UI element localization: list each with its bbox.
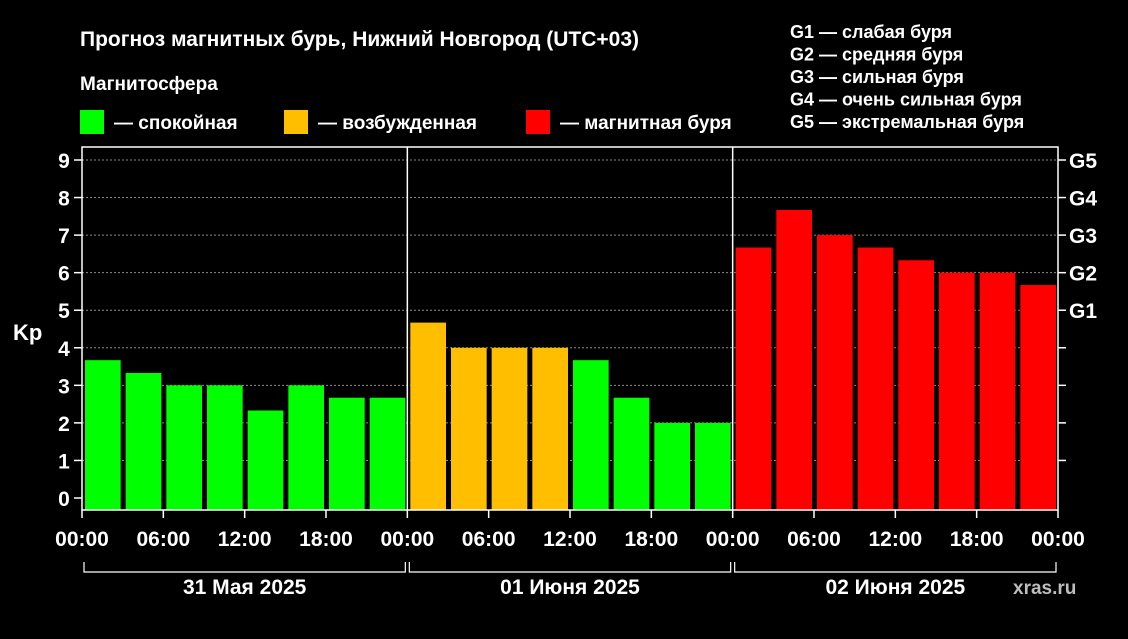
legend: — спокойная — возбужденная — магнитная бур… (80, 110, 732, 134)
axes: 0 1 2 3 4 5 6 7 8 9 G1 G2 G3 G4 G5 00:00 06:00 12:00 18:00… (55, 146, 1097, 551)
bar-7 (369, 397, 406, 510)
y-tick-label-6: 6 (58, 263, 70, 286)
x-tick-label-2: 12:00 (218, 528, 272, 551)
bar-22 (979, 272, 1016, 510)
legend-label-1: — возбужденная (318, 113, 477, 134)
x-tick-label-0: 00:00 (55, 528, 109, 551)
y-tick-label-9: 9 (58, 150, 70, 173)
bar-17 (776, 209, 812, 510)
x-tick-label-3: 18:00 (299, 528, 353, 551)
legend-label-0: — спокойная (114, 113, 238, 134)
day-label-2: 02 Июня 2025 (825, 576, 965, 599)
grid (82, 159, 1058, 461)
x-tick-label-11: 18:00 (950, 528, 1004, 551)
bar-6 (329, 397, 365, 510)
watermark: xras.ru (1013, 578, 1076, 599)
bar-8 (410, 322, 446, 510)
day-bracket-2 (734, 562, 1057, 573)
x-tick-label-7: 18:00 (624, 528, 678, 551)
y-tick-label-0: 0 (58, 488, 70, 511)
y-tick-label-4: 4 (58, 338, 70, 361)
x-tick-label-10: 12:00 (868, 528, 922, 551)
legend-swatch-2 (526, 110, 550, 134)
y-tick-label-7: 7 (58, 225, 70, 248)
g-legend-item-4: G5 — экстремальная буря (790, 112, 1024, 132)
y-tick-label-5: 5 (58, 300, 70, 323)
bar-0 (85, 360, 121, 510)
day-labels: 31 Мая 2025 01 Июня 2025 02 Июня 2025 (83, 562, 1057, 599)
g-legend-item-1: G2 — средняя буря (790, 45, 963, 65)
bar-9 (451, 347, 487, 510)
bar-5 (288, 385, 324, 510)
bar-2 (166, 385, 202, 510)
right-tick-label-2: G3 (1069, 225, 1097, 248)
bar-14 (654, 422, 690, 510)
right-tick-label-4: G5 (1069, 150, 1097, 173)
bar-12 (573, 360, 609, 510)
legend-swatch-0 (80, 110, 104, 134)
right-tick-label-0: G1 (1069, 300, 1097, 323)
bar-23 (1020, 285, 1056, 510)
y-tick-label-1: 1 (58, 450, 70, 473)
x-tick-label-9: 06:00 (787, 528, 841, 551)
bar-3 (207, 385, 243, 510)
x-tick-label-8: 00:00 (706, 528, 760, 551)
bar-15 (695, 422, 731, 510)
right-tick-label-1: G2 (1069, 263, 1097, 286)
right-tick-label-3: G4 (1069, 188, 1097, 211)
y-tick-label-3: 3 (58, 375, 70, 398)
day-bracket-0 (83, 562, 406, 573)
legend-label-2: — магнитная буря (560, 113, 732, 134)
g-legend-item-0: G1 — слабая буря (790, 22, 952, 42)
bar-10 (491, 347, 528, 510)
bar-20 (898, 260, 934, 510)
bar-18 (817, 235, 853, 510)
day-label-0: 31 Мая 2025 (183, 576, 307, 599)
x-tick-label-1: 06:00 (136, 528, 190, 551)
bars (85, 209, 1056, 510)
bar-1 (125, 372, 162, 510)
legend-title: Магнитосфера (80, 74, 218, 95)
legend-swatch-1 (284, 110, 308, 134)
y-axis-label: Kp (13, 320, 42, 345)
x-tick-label-12: 00:00 (1031, 528, 1085, 551)
x-tick-label-5: 06:00 (462, 528, 516, 551)
day-bracket-1 (408, 562, 732, 573)
bar-21 (939, 272, 975, 510)
day-label-1: 01 Июня 2025 (500, 576, 640, 599)
chart-title: Прогноз магнитных бурь, Нижний Новгород … (80, 28, 639, 51)
g-legend-item-3: G4 — очень сильная буря (790, 90, 1022, 110)
g-legend-item-2: G3 — сильная буря (790, 67, 964, 87)
bar-11 (532, 347, 568, 510)
bar-16 (735, 247, 772, 510)
y-tick-label-2: 2 (58, 413, 70, 436)
bar-4 (247, 410, 284, 510)
bar-13 (613, 397, 650, 510)
x-tick-label-6: 12:00 (543, 528, 597, 551)
bar-19 (857, 247, 894, 510)
x-tick-label-4: 00:00 (380, 528, 434, 551)
y-tick-label-8: 8 (58, 188, 70, 211)
